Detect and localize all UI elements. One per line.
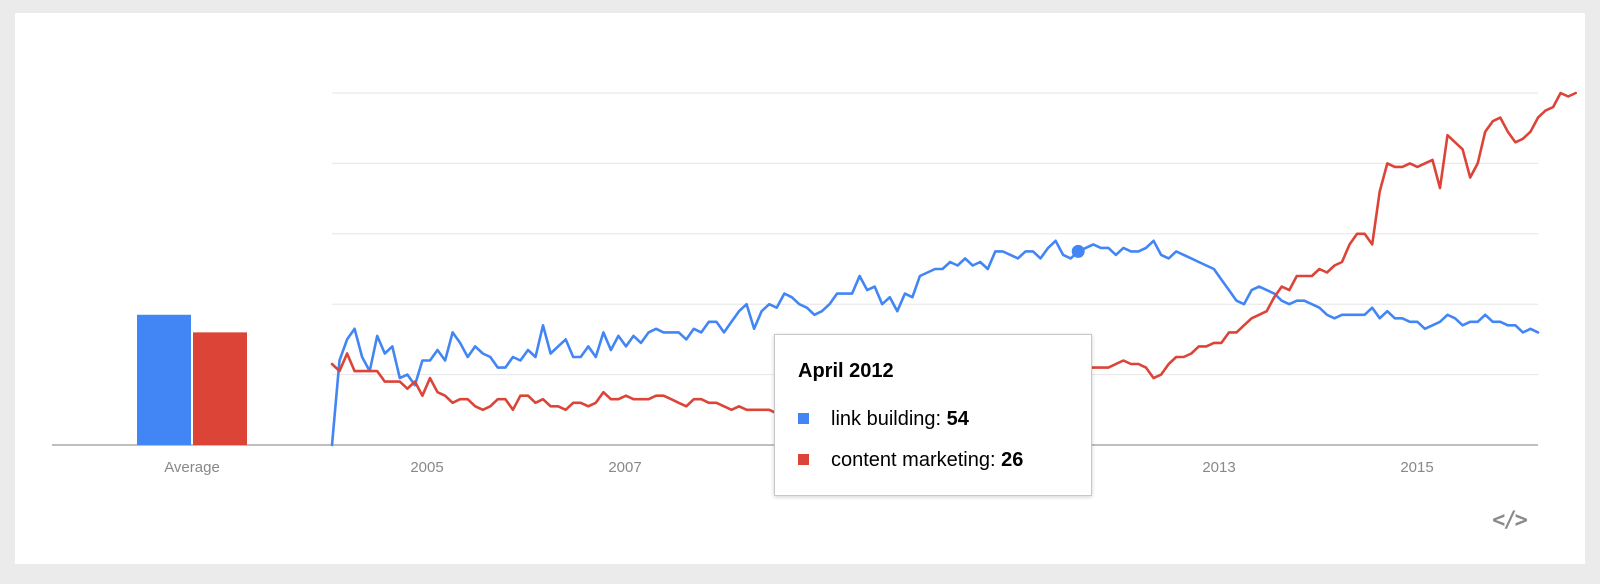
tooltip-series-label: content marketing: (831, 449, 996, 471)
tooltip-row-link-building: link building: 54 (798, 408, 969, 431)
x-tick-label: 2013 (1202, 459, 1235, 476)
hover-point-link-building (1071, 244, 1085, 258)
average-label: Average (164, 459, 220, 476)
x-axis-tick-labels: 2005 2007 2013 2015 (410, 459, 1433, 476)
data-tooltip: April 2012 link building: 54 content mar… (774, 334, 1092, 496)
tooltip-series-value: 26 (1001, 449, 1024, 471)
gridlines (332, 92, 1538, 376)
x-tick-label: 2007 (608, 459, 641, 476)
code-embed-icon: </> (1492, 508, 1528, 533)
tooltip-row-content-marketing: content marketing: 26 (798, 449, 1023, 472)
legend-swatch-link-building (798, 413, 809, 424)
embed-code-button[interactable]: </> (1492, 508, 1528, 534)
average-bar-content-marketing (193, 332, 247, 445)
tooltip-title: April 2012 (798, 360, 894, 382)
tooltip-series-label: link building: (831, 408, 942, 430)
legend-swatch-content-marketing (798, 454, 809, 465)
x-tick-label: 2015 (1400, 459, 1433, 476)
average-bars (137, 314, 247, 445)
series-line-link-building (330, 239, 1540, 447)
average-bar-link-building (137, 314, 191, 445)
x-tick-label: 2005 (410, 459, 443, 476)
tooltip-series-value: 54 (946, 408, 969, 430)
